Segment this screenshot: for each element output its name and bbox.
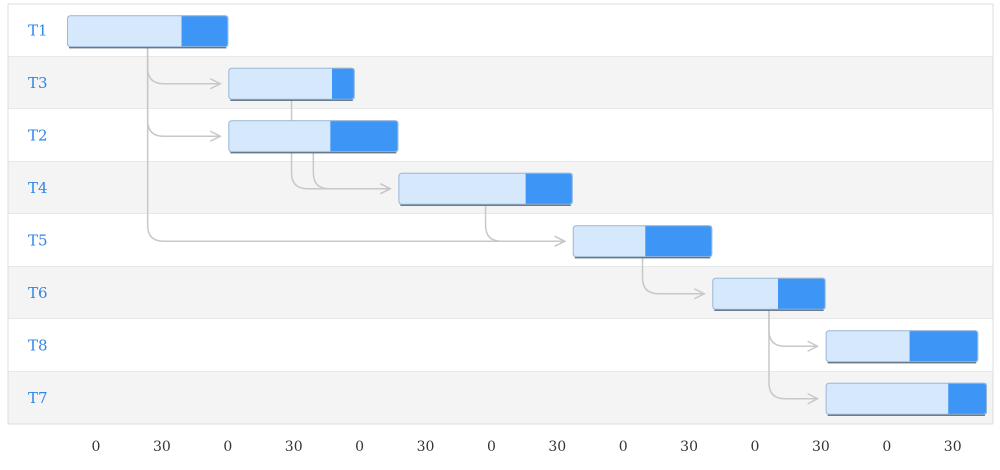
task-bar-t1[interactable] <box>67 15 229 49</box>
task-bar-progress <box>948 382 987 415</box>
x-tick-label: 0 <box>487 439 496 455</box>
dependency-t5-t6 <box>641 257 705 294</box>
task-bar-progress <box>778 277 826 310</box>
task-bar-progress <box>332 67 355 100</box>
task-label-t6: T6 <box>28 284 48 302</box>
task-label-t4: T4 <box>28 179 48 197</box>
task-bar-progress <box>645 225 713 258</box>
x-axis-ticks: 0 30 0 30 0 30 0 30 0 30 0 30 0 30 <box>92 439 962 455</box>
x-tick-label: 30 <box>680 439 698 455</box>
dependency-arrows <box>146 47 818 399</box>
x-tick-label: 30 <box>153 439 171 455</box>
x-tick-label: 0 <box>223 439 232 455</box>
task-bar-outline <box>398 172 573 205</box>
x-tick-label: 0 <box>882 439 891 455</box>
task-bar-outline <box>825 382 987 415</box>
task-bar-t6[interactable] <box>712 277 826 311</box>
task-bar-t7[interactable] <box>825 382 987 416</box>
task-bar-outline <box>228 67 355 100</box>
task-label-t2: T2 <box>28 126 48 144</box>
x-tick-label: 0 <box>355 439 364 455</box>
x-tick-label: 30 <box>285 439 303 455</box>
task-label-t8: T8 <box>28 336 48 354</box>
task-label-t5: T5 <box>28 231 48 249</box>
task-bar-t8[interactable] <box>825 330 979 364</box>
row-t2 <box>8 109 993 162</box>
x-tick-label: 0 <box>92 439 101 455</box>
task-bar-t2[interactable] <box>228 120 399 154</box>
task-bar-outline <box>825 330 979 363</box>
dependency-t3-t4 <box>290 99 391 189</box>
task-bar-body <box>825 382 987 415</box>
dependency-t4-t5 <box>484 204 565 242</box>
task-bar-progress <box>525 172 573 205</box>
task-bar-outline <box>712 277 826 310</box>
dependency-t1-t5 <box>146 47 565 241</box>
task-bar-body <box>228 67 355 100</box>
task-label-t3: T3 <box>28 74 48 92</box>
x-tick-label: 30 <box>548 439 566 455</box>
task-bar-outline <box>572 225 713 258</box>
task-bar-progress <box>909 330 979 363</box>
task-bars <box>67 15 987 416</box>
task-labels: T1 T3 T2 T4 T5 T6 T8 T7 <box>28 21 48 407</box>
task-bar-outline <box>67 15 229 48</box>
task-bar-t4[interactable] <box>398 172 573 206</box>
dependency-t6-t7 <box>768 309 818 399</box>
row-t3 <box>8 56 993 109</box>
task-bar-progress <box>330 120 399 153</box>
task-bar-t5[interactable] <box>572 225 713 259</box>
task-bar-outline <box>228 120 399 153</box>
row-t5 <box>8 214 993 267</box>
task-bar-t3[interactable] <box>228 67 355 101</box>
x-tick-label: 30 <box>417 439 435 455</box>
task-label-t1: T1 <box>28 21 48 39</box>
dependency-t2-t4 <box>312 152 390 189</box>
x-tick-label: 0 <box>619 439 628 455</box>
x-tick-label: 0 <box>751 439 760 455</box>
x-tick-label: 30 <box>812 439 830 455</box>
task-bar-progress <box>181 15 229 48</box>
x-tick-label: 30 <box>944 439 962 455</box>
row-t6 <box>8 266 993 319</box>
task-label-t7: T7 <box>28 389 48 407</box>
